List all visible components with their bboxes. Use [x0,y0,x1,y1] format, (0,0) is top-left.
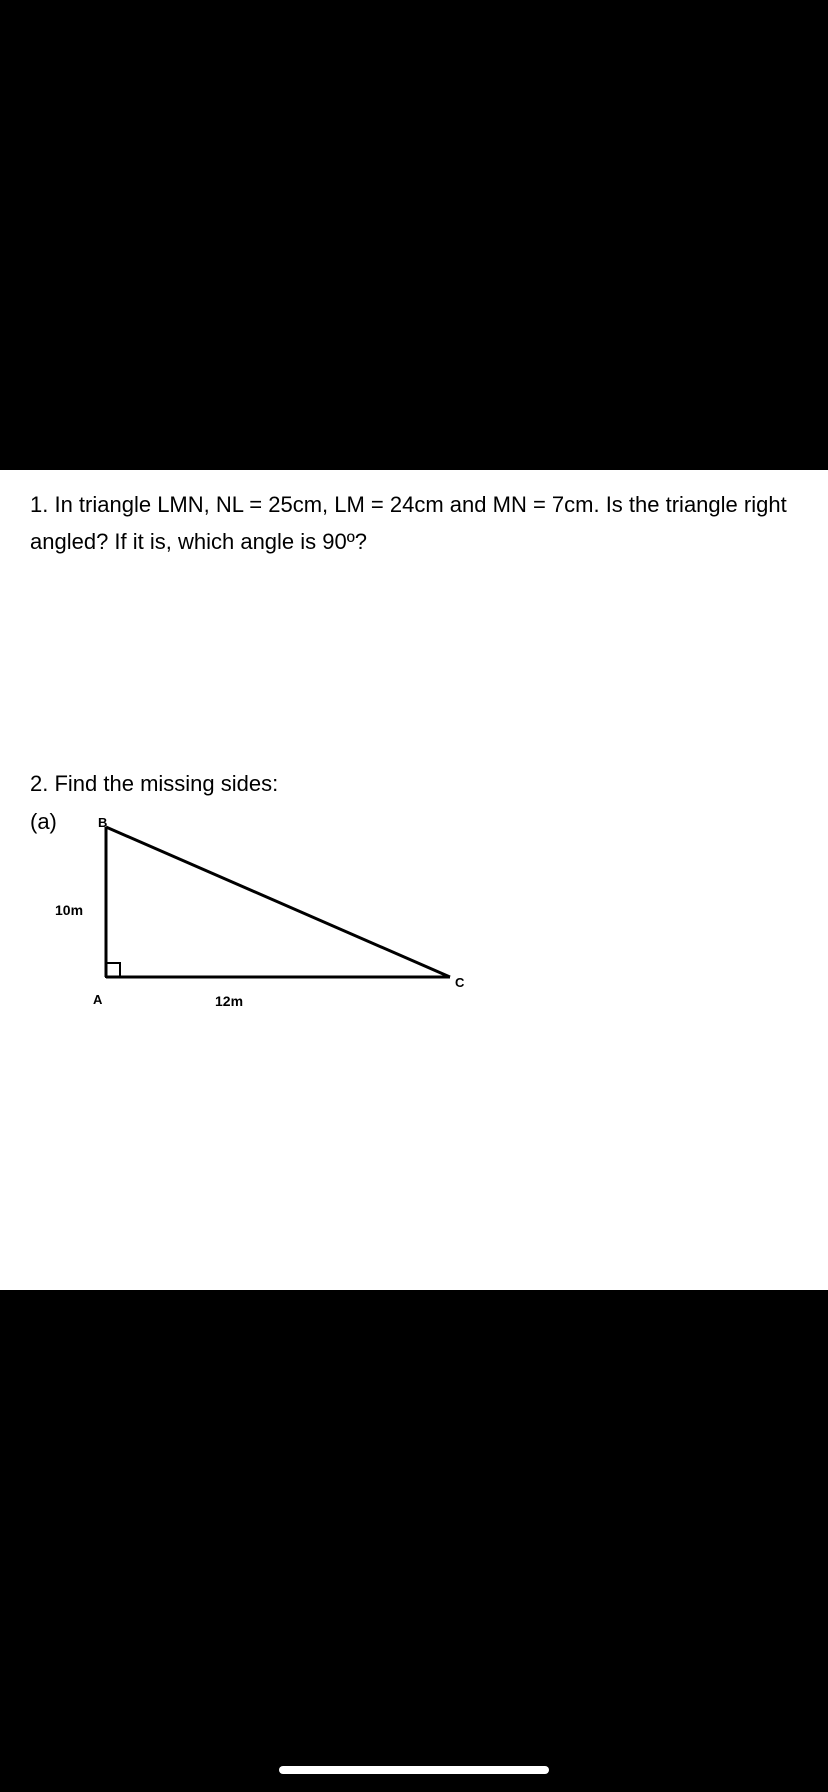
question-1-text: 1. In triangle LMN, NL = 25cm, LM = 24cm… [30,486,798,561]
vertex-label-C: C [455,975,464,990]
document-content: 1. In triangle LMN, NL = 25cm, LM = 24cm… [0,470,828,1290]
side-BC [106,827,450,977]
side-label-BA: 10m [55,902,83,918]
triangle-svg [90,817,470,997]
question-2-title: 2. Find the missing sides: [30,771,798,797]
vertex-label-B: B [98,815,107,830]
question-2-part-a: (a) B A C 10m 12m [30,809,798,1017]
triangle-diagram: B A C 10m 12m [60,817,510,1017]
side-label-AC: 12m [215,993,243,1009]
part-a-label: (a) [30,809,57,835]
right-angle-marker [106,963,120,977]
home-indicator[interactable] [279,1766,549,1774]
vertex-label-A: A [93,992,102,1007]
